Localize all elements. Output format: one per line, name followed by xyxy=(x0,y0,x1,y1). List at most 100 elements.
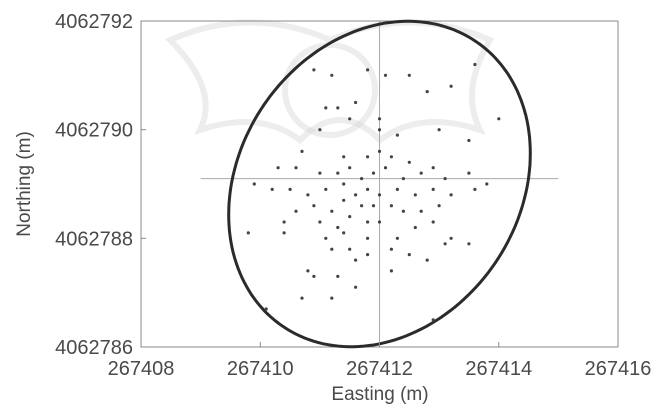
data-point xyxy=(348,215,352,219)
data-point xyxy=(342,155,346,159)
data-point xyxy=(366,236,370,240)
data-point xyxy=(467,242,471,246)
data-point xyxy=(395,133,399,137)
data-point xyxy=(294,209,298,213)
data-point xyxy=(330,247,334,251)
data-point xyxy=(330,73,334,77)
data-point xyxy=(354,285,358,289)
data-point xyxy=(366,155,370,159)
data-point xyxy=(360,177,364,181)
x-axis-title: Easting (m) xyxy=(331,384,428,405)
data-point xyxy=(276,166,280,170)
data-point xyxy=(431,166,435,170)
x-tick-label: 267412 xyxy=(346,358,413,380)
data-point xyxy=(336,171,340,175)
data-point xyxy=(324,236,328,240)
data-point xyxy=(312,204,316,208)
data-point xyxy=(389,204,393,208)
data-point xyxy=(449,84,453,88)
data-point xyxy=(282,231,286,235)
data-point xyxy=(425,258,429,262)
data-point xyxy=(348,166,352,170)
data-point xyxy=(336,106,340,110)
data-point xyxy=(473,187,477,191)
data-point xyxy=(389,269,393,273)
y-tick-label: 4062788 xyxy=(55,228,133,250)
data-point xyxy=(443,242,447,246)
data-point xyxy=(401,209,405,213)
data-point xyxy=(497,117,501,121)
x-tick-label: 267414 xyxy=(465,358,532,380)
watermark-emblem xyxy=(164,19,495,144)
data-point xyxy=(342,231,346,235)
data-point xyxy=(371,204,376,208)
data-points xyxy=(246,62,501,322)
data-point xyxy=(354,100,358,105)
data-point xyxy=(366,253,370,257)
data-point xyxy=(360,204,364,208)
data-point xyxy=(383,73,388,77)
crosshair xyxy=(200,21,559,347)
y-tick-label: 4062790 xyxy=(55,120,133,142)
x-axis: 267408 267410 267412 267414 267416 xyxy=(108,342,651,380)
data-point xyxy=(312,68,316,72)
data-point xyxy=(377,220,382,224)
data-point xyxy=(389,247,393,251)
data-point xyxy=(354,258,358,262)
data-point xyxy=(407,160,411,164)
data-point xyxy=(431,318,435,322)
data-point xyxy=(294,166,298,170)
y-axis: 4062786 4062788 4062790 4062792 xyxy=(55,11,146,359)
x-tick-label: 267410 xyxy=(227,358,294,380)
data-point xyxy=(330,296,334,300)
data-point xyxy=(306,193,310,197)
data-point xyxy=(407,253,411,257)
data-point xyxy=(330,209,334,213)
data-point xyxy=(467,138,471,143)
data-point xyxy=(324,106,328,110)
data-point xyxy=(342,198,346,202)
data-point xyxy=(318,220,322,224)
y-axis-title: Northing (m) xyxy=(14,131,35,237)
data-point xyxy=(377,117,382,121)
data-point xyxy=(324,187,328,191)
data-point xyxy=(419,209,423,213)
data-point xyxy=(377,149,382,153)
data-point xyxy=(366,68,370,72)
x-tick-label: 267408 xyxy=(108,358,175,380)
data-point xyxy=(282,220,286,224)
data-point xyxy=(425,90,429,94)
data-point xyxy=(366,187,370,191)
data-point xyxy=(318,171,322,175)
data-point xyxy=(449,236,453,240)
data-point xyxy=(395,236,399,240)
data-point xyxy=(318,128,322,132)
data-point xyxy=(336,274,340,278)
data-point xyxy=(449,193,453,197)
data-point xyxy=(300,296,304,300)
data-point xyxy=(288,187,292,191)
data-point xyxy=(270,187,274,191)
data-point xyxy=(413,193,417,197)
data-point xyxy=(407,73,411,77)
data-point xyxy=(252,182,256,186)
y-tick-label: 4062792 xyxy=(55,11,133,33)
data-point xyxy=(431,187,435,191)
data-point xyxy=(354,193,358,197)
data-point xyxy=(485,182,489,186)
data-point xyxy=(377,128,382,132)
data-point xyxy=(473,62,477,67)
data-point xyxy=(348,247,352,251)
data-point xyxy=(431,220,435,224)
y-tick-label: 4062786 xyxy=(55,337,133,359)
data-point xyxy=(419,171,423,175)
data-point xyxy=(306,269,310,273)
data-point xyxy=(342,182,346,186)
data-point xyxy=(389,155,393,159)
data-point xyxy=(395,187,399,191)
data-point xyxy=(413,225,417,230)
data-point xyxy=(312,274,316,278)
data-point xyxy=(336,225,340,230)
data-point xyxy=(467,171,471,175)
